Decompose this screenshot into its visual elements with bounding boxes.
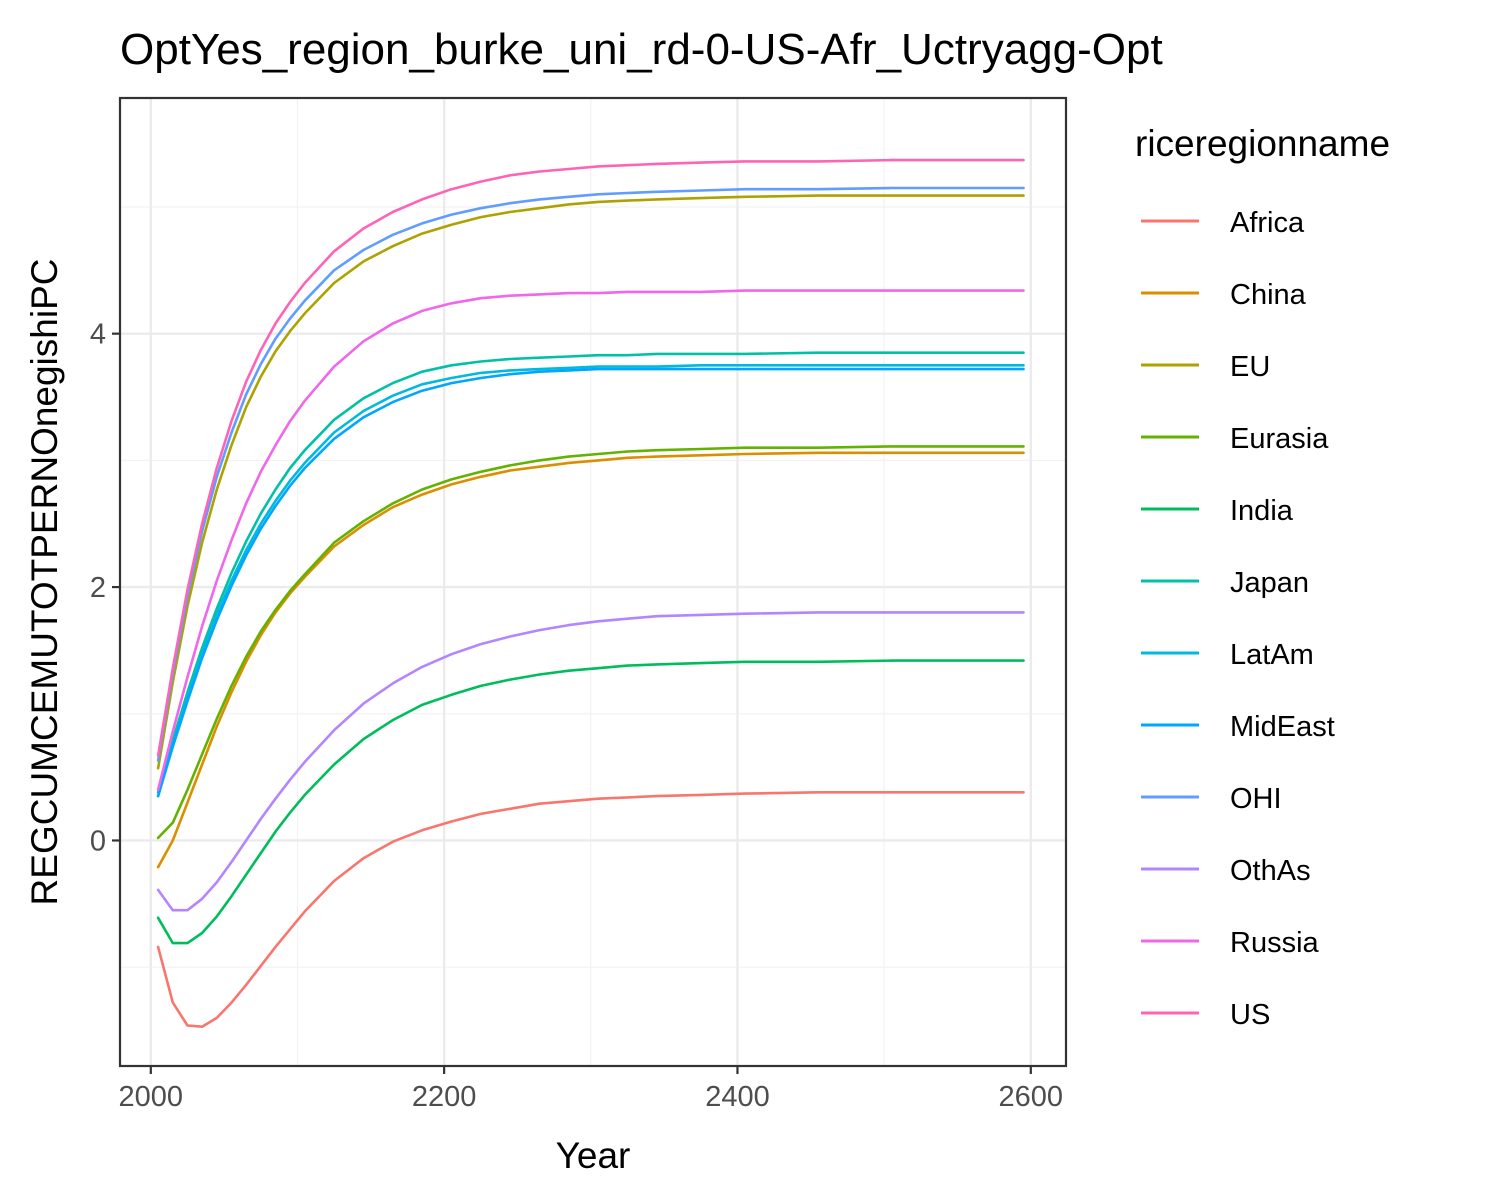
legend-label: US <box>1230 999 1270 1031</box>
series-layer <box>156 158 1025 1028</box>
series-line-japan <box>156 351 1025 794</box>
legend-item-russia: Russia <box>1141 927 1320 959</box>
series-line-us <box>156 158 1025 757</box>
series-line-india <box>156 659 1025 945</box>
series-line-ohi <box>156 186 1025 762</box>
x-tick-label: 2600 <box>999 1081 1064 1113</box>
legend-item-ohi: OHI <box>1141 783 1282 815</box>
legend-item-india: India <box>1141 495 1294 527</box>
y-axis-title: REGCUMCEMUTOTPERNOnegishiPC <box>24 259 65 906</box>
legend-label: OthAs <box>1230 855 1311 887</box>
panel-grid <box>120 98 1066 1066</box>
y-tick-label: 0 <box>90 825 106 857</box>
legend-title: riceregionname <box>1135 123 1390 164</box>
series-line-mideast <box>156 367 1025 798</box>
series-line-africa <box>156 791 1025 1028</box>
legend-label: Eurasia <box>1230 423 1329 455</box>
series-line-eu <box>156 194 1025 770</box>
legend-item-africa: Africa <box>1141 207 1305 239</box>
legend-label: OHI <box>1230 783 1282 815</box>
legend-label: Africa <box>1230 207 1305 239</box>
legend-label: LatAm <box>1230 639 1314 671</box>
legend-item-mideast: MidEast <box>1141 711 1335 743</box>
legend: riceregionname Africa China EU Eurasia India… <box>1135 123 1390 1031</box>
y-axis: 0 2 4 <box>90 319 120 857</box>
legend-item-eu: EU <box>1141 351 1270 383</box>
x-tick-label: 2000 <box>119 1081 184 1113</box>
x-axis-title: Year <box>556 1135 631 1176</box>
y-tick-label: 4 <box>90 319 106 351</box>
series-line-eurasia <box>156 445 1025 840</box>
y-tick-label: 2 <box>90 572 106 604</box>
legend-label: MidEast <box>1230 711 1335 743</box>
legend-label: EU <box>1230 351 1270 383</box>
legend-item-china: China <box>1141 279 1307 311</box>
legend-label: Russia <box>1230 927 1320 959</box>
legend-items: Africa China EU Eurasia India Japan LatAm MidEa… <box>1141 207 1335 1031</box>
legend-label: China <box>1230 279 1307 311</box>
x-tick-label: 2400 <box>705 1081 770 1113</box>
legend-item-eurasia: Eurasia <box>1141 423 1329 455</box>
chart-title: OptYes_region_burke_uni_rd-0-US-Afr_Uctr… <box>120 25 1163 74</box>
legend-label: Japan <box>1230 567 1309 599</box>
legend-label: India <box>1230 495 1294 527</box>
series-line-china <box>156 451 1025 869</box>
x-tick-label: 2200 <box>412 1081 477 1113</box>
plot-panel <box>118 96 1068 1068</box>
legend-item-us: US <box>1141 999 1270 1031</box>
legend-item-othas: OthAs <box>1141 855 1311 887</box>
x-axis: 2000 2200 2400 2600 <box>119 1066 1064 1113</box>
series-line-latam <box>156 364 1025 798</box>
series-line-russia <box>156 289 1025 792</box>
legend-item-latam: LatAm <box>1141 639 1314 671</box>
series-line-othas <box>156 611 1025 912</box>
legend-item-japan: Japan <box>1141 567 1309 599</box>
